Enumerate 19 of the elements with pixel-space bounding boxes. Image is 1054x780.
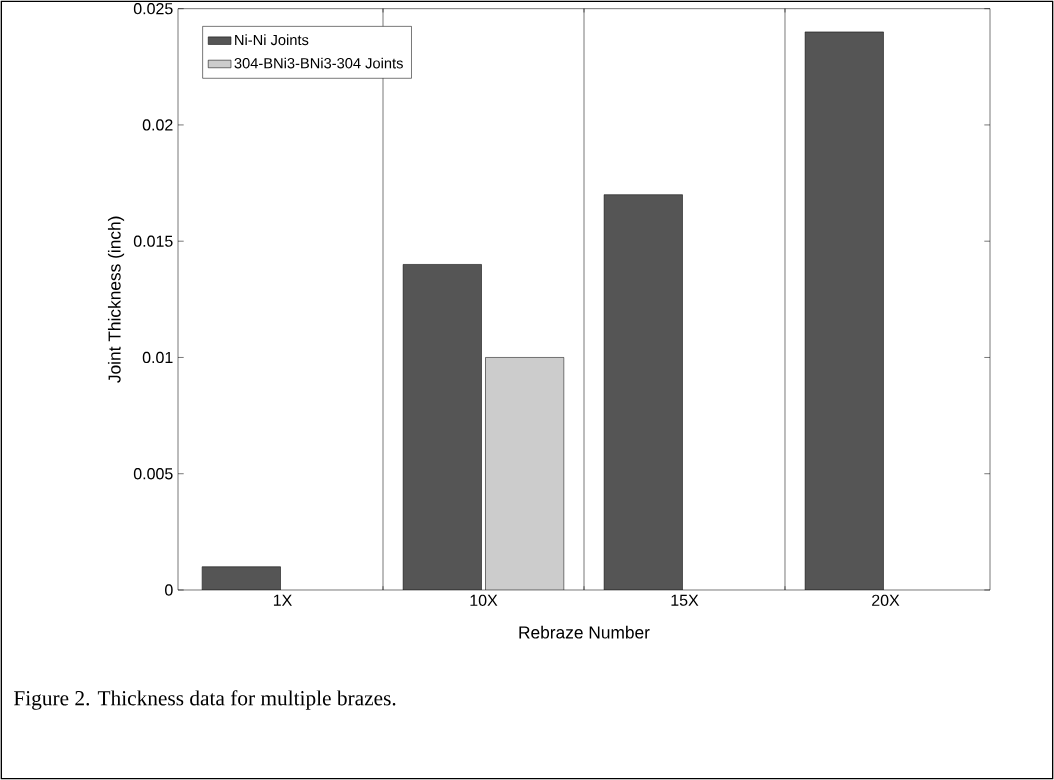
y-tick-label: 0.015 — [133, 235, 173, 247]
legend-label: 304-BNi3-BNi3-304 Joints — [234, 57, 403, 69]
y-tick-label: 0.02 — [142, 119, 173, 131]
y-tick-label: 0.005 — [133, 468, 173, 480]
bar — [804, 31, 884, 590]
bar — [603, 194, 683, 590]
legend-label: Ni-Ni Joints — [235, 34, 309, 46]
y-tick-label: 0.025 — [133, 3, 173, 15]
y-axis-title: Joint Thickness (inch) — [107, 216, 125, 383]
x-tick-label: 15X — [671, 594, 699, 606]
x-tick-label: 20X — [872, 594, 900, 607]
bar — [402, 264, 482, 590]
y-tick-label: 0 — [165, 584, 173, 596]
bar — [201, 566, 281, 590]
x-axis-title: Rebraze Number — [519, 625, 650, 639]
caption: Figure 2. Thickness data for multiple brazes. — [13, 690, 396, 710]
x-tick-label: 10X — [470, 594, 498, 607]
x-tick-label: 1X — [273, 594, 292, 606]
y-tick-label: 0.01 — [142, 351, 173, 364]
